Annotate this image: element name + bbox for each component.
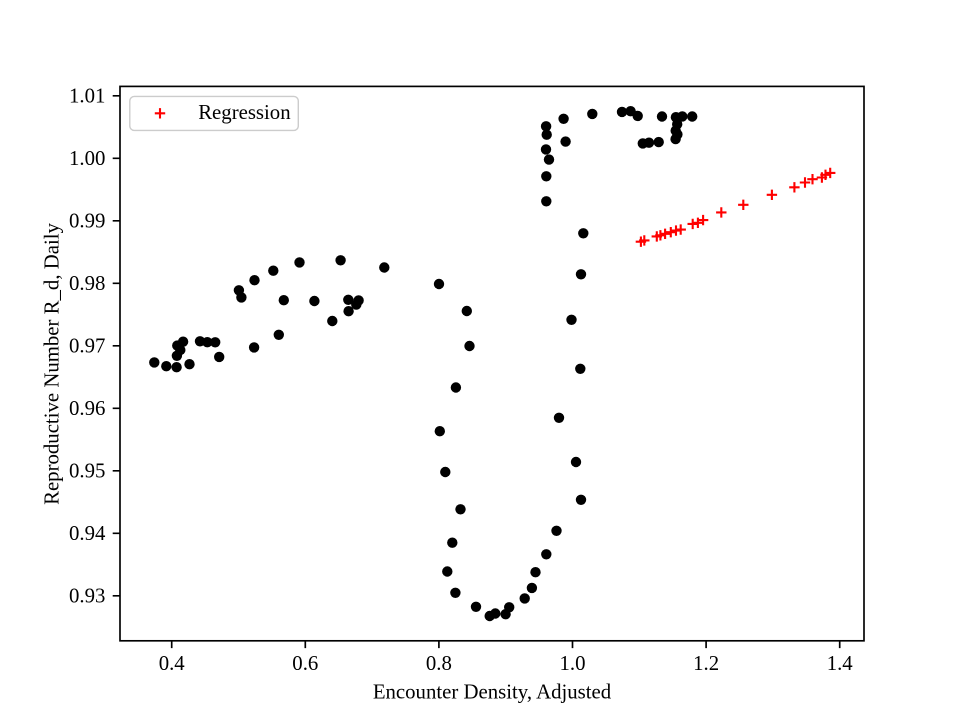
svg-text:0.4: 0.4	[159, 652, 186, 675]
svg-text:Reproductive Number R_d, Daily: Reproductive Number R_d, Daily	[41, 222, 64, 504]
svg-text:1.01: 1.01	[69, 85, 105, 108]
svg-text:0.97: 0.97	[69, 335, 105, 358]
svg-text:0.8: 0.8	[426, 652, 452, 675]
svg-text:Regression: Regression	[198, 101, 291, 124]
svg-text:1.2: 1.2	[693, 652, 719, 675]
svg-text:Encounter Density, Adjusted: Encounter Density, Adjusted	[373, 681, 612, 704]
svg-text:0.93: 0.93	[69, 585, 105, 608]
svg-text:1.00: 1.00	[69, 147, 105, 170]
svg-text:0.96: 0.96	[69, 397, 105, 420]
svg-text:1.4: 1.4	[827, 652, 854, 675]
svg-text:0.6: 0.6	[292, 652, 318, 675]
svg-text:0.95: 0.95	[69, 460, 105, 483]
svg-text:0.98: 0.98	[69, 272, 105, 295]
svg-text:0.94: 0.94	[69, 522, 106, 545]
svg-text:1.0: 1.0	[560, 652, 586, 675]
svg-text:0.99: 0.99	[69, 210, 105, 233]
